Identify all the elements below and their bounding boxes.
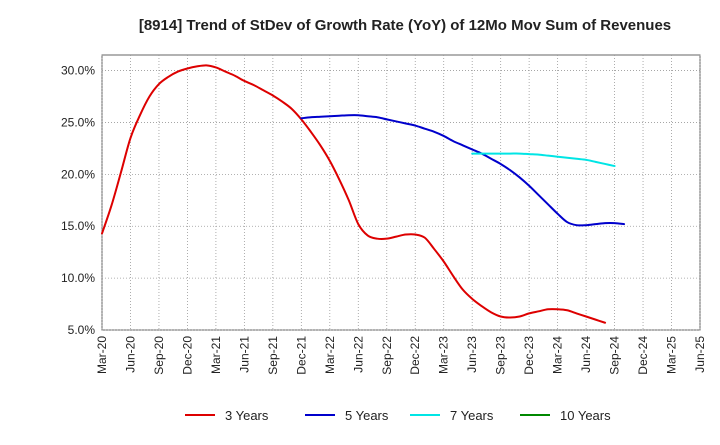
x-tick-label: Jun-21 (237, 336, 251, 373)
y-tick-label: 15.0% (61, 219, 95, 233)
x-tick-label: Jun-25 (693, 336, 707, 373)
series-line-7-years (471, 152, 616, 168)
legend-label-5-years: 5 Years (345, 408, 389, 423)
legend-label-7-years: 7 Years (450, 408, 494, 423)
x-tick-label: Jun-22 (351, 336, 365, 373)
y-tick-label: 5.0% (68, 323, 96, 337)
x-tick-label: Mar-21 (209, 336, 223, 374)
x-tick-label: Jun-24 (579, 336, 593, 373)
series-line-5-years (300, 114, 626, 227)
x-tick-label: Mar-24 (551, 336, 565, 374)
x-tick-label: Dec-23 (522, 336, 536, 375)
legend-label-3-years: 3 Years (225, 408, 269, 423)
x-tick-label: Sep-23 (494, 336, 508, 375)
x-tick-label: Jun-20 (123, 336, 137, 373)
x-tick-label: Mar-25 (665, 336, 679, 374)
plot-area-border (101, 54, 701, 331)
y-tick-label: 30.0% (61, 64, 95, 78)
chart-title: [8914] Trend of StDev of Growth Rate (Yo… (139, 17, 671, 34)
x-tick-label: Jun-23 (465, 336, 479, 373)
x-tick-label: Dec-24 (636, 336, 650, 375)
y-tick-label: 25.0% (61, 115, 95, 129)
y-tick-label: 10.0% (61, 271, 95, 285)
series-line-3-years (101, 64, 607, 324)
x-tick-label: Mar-20 (95, 336, 109, 374)
x-tick-label: Sep-22 (380, 336, 394, 375)
x-tick-label: Sep-21 (266, 336, 280, 375)
y-tick-label: 20.0% (61, 167, 95, 181)
x-tick-label: Dec-20 (180, 336, 194, 375)
x-tick-label: Sep-24 (608, 336, 622, 375)
x-tick-label: Mar-22 (323, 336, 337, 374)
x-tick-label: Sep-20 (152, 336, 166, 375)
legend-label-10-years: 10 Years (560, 408, 611, 423)
x-tick-label: Mar-23 (437, 336, 451, 374)
x-tick-label: Dec-22 (408, 336, 422, 375)
x-tick-label: Dec-21 (294, 336, 308, 375)
